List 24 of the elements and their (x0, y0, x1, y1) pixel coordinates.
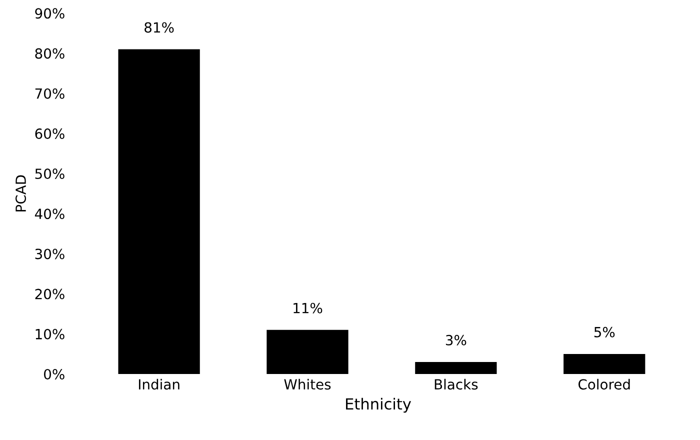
y-tick-label: 20% (35, 288, 64, 300)
data-label: 3% (446, 334, 466, 346)
y-tick-label: 50% (35, 168, 64, 180)
x-tick-label: Blacks (434, 378, 478, 390)
y-tick-label: 10% (36, 328, 64, 340)
y-axis-title: PCAD (16, 175, 26, 212)
bar (118, 49, 200, 374)
data-label: 11% (294, 302, 322, 314)
y-tick-label: 30% (35, 248, 64, 260)
bar (266, 330, 348, 374)
y-tick-label: 90% (35, 8, 64, 19)
data-label: 81% (144, 22, 174, 33)
bar (415, 362, 497, 374)
y-tick-label: 70% (35, 88, 64, 99)
bar (564, 354, 646, 374)
data-label: 5% (594, 326, 615, 338)
x-tick-label: Whites (284, 378, 331, 390)
x-tick-label: Indian (138, 378, 180, 390)
y-tick-label: 40% (34, 208, 64, 220)
y-tick-label: 80% (35, 48, 64, 59)
y-tick-label: 0% (44, 368, 64, 380)
x-axis-title: Ethnicity (346, 398, 412, 413)
x-tick-label: Colored (578, 378, 630, 390)
y-tick-label: 60% (35, 128, 64, 139)
